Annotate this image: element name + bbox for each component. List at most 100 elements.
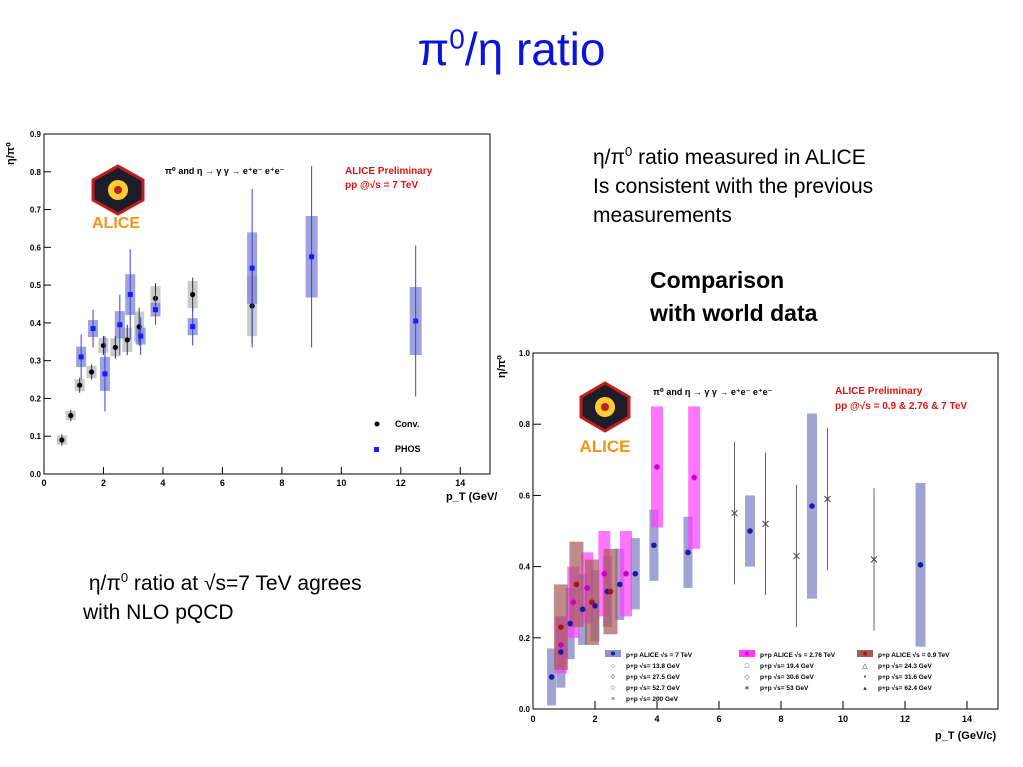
x-tick-label: 0 (530, 714, 535, 724)
plot-frame (532, 352, 999, 710)
energy-label: pp @√s = 0.9 & 2.76 & 7 TeV (835, 401, 967, 412)
y-tick-label: 0.7 (30, 206, 42, 215)
process-label: π⁰ and η → γ γ → e⁺e⁻ e⁺e⁻ (653, 387, 773, 397)
y-tick-label: 0.8 (30, 168, 42, 177)
alice7-point (567, 620, 573, 627)
y-tick-label: 0.4 (30, 319, 42, 328)
alice276-point (584, 585, 591, 591)
alice-logo: ALICE (579, 381, 631, 456)
y-tick-label: 0.4 (519, 563, 531, 572)
alice7-point (747, 528, 753, 534)
y-tick-label: 0.6 (30, 243, 42, 252)
legend-marker (863, 651, 867, 656)
x-tick-label: 4 (160, 478, 165, 488)
x-axis-label: p_T (GeV/ (446, 491, 497, 503)
phos-point (78, 354, 84, 360)
conv-point (68, 412, 74, 419)
x-tick-label: 12 (396, 478, 406, 488)
conv-point (112, 344, 118, 351)
x-tick-label: 0 (41, 478, 46, 488)
y-tick-label: 0.1 (30, 432, 42, 441)
x-tick-label: 14 (455, 478, 465, 488)
x-tick-label: 2 (592, 714, 597, 724)
x-tick-label: 6 (716, 714, 721, 724)
alice276-point (570, 599, 577, 605)
note-nlo: η/π0 ratio at √s=7 TeV agrees with NLO p… (83, 570, 362, 624)
y-tick-label: 0.3 (30, 357, 42, 366)
x-tick-label: 4 (654, 714, 659, 724)
alice7-point (917, 562, 924, 568)
phos-point (190, 324, 196, 330)
y-tick-label: 0.2 (30, 394, 42, 403)
legend-marker (611, 651, 615, 656)
legend-entry: p+p √s= 62.4 GeV (878, 684, 932, 692)
y-tick-label: 0.2 (519, 634, 531, 643)
legend-phos: PHOS (395, 444, 421, 454)
legend-marker: □ (745, 663, 750, 670)
world-point (793, 552, 800, 560)
world-point (762, 520, 769, 528)
alice-logo: ALICE (91, 164, 145, 232)
legend-entry: p+p √s= 24.3 GeV (878, 662, 932, 670)
phos-point (309, 254, 315, 260)
y-tick-label: 0.0 (519, 705, 531, 714)
alice09-point (589, 599, 595, 605)
y-axis-label: η/π⁰ (5, 142, 17, 165)
alice276-point (691, 474, 697, 481)
legend-entry: p+p √s= 52.7 GeV (626, 684, 680, 692)
x-axis-label: p_T (GeV/c) (935, 730, 996, 742)
preliminary-label: ALICE Preliminary (345, 166, 433, 177)
alice7-point (651, 542, 657, 549)
alice276-point (654, 464, 660, 470)
y-tick-label: 1.0 (519, 349, 531, 358)
legend-entry: p+p √s= 13.8 GeV (626, 662, 680, 670)
phos-point (138, 333, 144, 339)
world-point (731, 509, 738, 517)
legend-entry: p+p ALICE √s = 7 TeV (626, 651, 693, 659)
legend-marker: × (611, 696, 615, 703)
energy-label: pp @√s = 7 TeV (345, 180, 418, 191)
phos-point (153, 307, 158, 313)
legend-conv: Conv. (395, 419, 419, 429)
legend-entry: p+p √s= 27.5 GeV (626, 673, 680, 681)
conv-point (88, 369, 95, 375)
alice7-point (548, 674, 555, 680)
phos-point (413, 318, 419, 324)
x-tick-label: 12 (900, 714, 910, 724)
legend-marker: ▴ (863, 685, 867, 692)
chart-right: 0 2 4 6 8 10 12 14 0.0 0.2 0.4 0.6 0.8 1.0 η/π⁰ p_T (… (496, 349, 999, 742)
alice-logo-text: ALICE (92, 215, 140, 232)
x-tick-label: 14 (962, 714, 972, 724)
conv-point (190, 291, 196, 298)
comparison-heading: Comparison with world data (650, 267, 818, 326)
phos-point (249, 265, 255, 271)
chart-left: 0 2 4 6 8 10 12 14 0.0 0.1 0.2 0.3 0.4 0.5 0.6 0.7 0.8 0.… (5, 130, 497, 503)
phos-point (102, 371, 108, 377)
alice276-point (558, 642, 564, 648)
y-tick-label: 0.0 (30, 470, 42, 479)
legend-marker: ○ (611, 663, 615, 670)
alice7-point (809, 503, 815, 509)
alice09-point (573, 581, 580, 588)
legend: p+p ALICE √s = 7 TeV p+p ALICE √s = 2.76 … (605, 650, 950, 703)
legend-marker: • (864, 674, 867, 681)
phos-point (90, 326, 96, 332)
world-point (870, 556, 878, 563)
legend-entry: p+p √s= 200 GeV (626, 695, 679, 703)
legend-marker: △ (862, 663, 868, 670)
y-tick-label: 0.6 (519, 491, 531, 500)
conv-point (77, 382, 83, 388)
phos-point (117, 322, 123, 328)
legend-marker: ∗ (744, 685, 750, 692)
plot-frame (43, 133, 491, 475)
preliminary-label: ALICE Preliminary (835, 386, 923, 397)
alice-logo-text: ALICE (580, 437, 631, 456)
page-title: π0/η ratio (417, 23, 606, 75)
alice7-point (685, 549, 691, 556)
x-tick-label: 8 (778, 714, 783, 724)
legend-entry: p+p √s= 53 GeV (760, 684, 809, 692)
legend-marker: ◊ (611, 674, 615, 681)
alice7-point (558, 649, 564, 655)
x-tick-label: 6 (220, 478, 225, 488)
legend-entry: p+p √s= 19.4 GeV (760, 662, 814, 670)
